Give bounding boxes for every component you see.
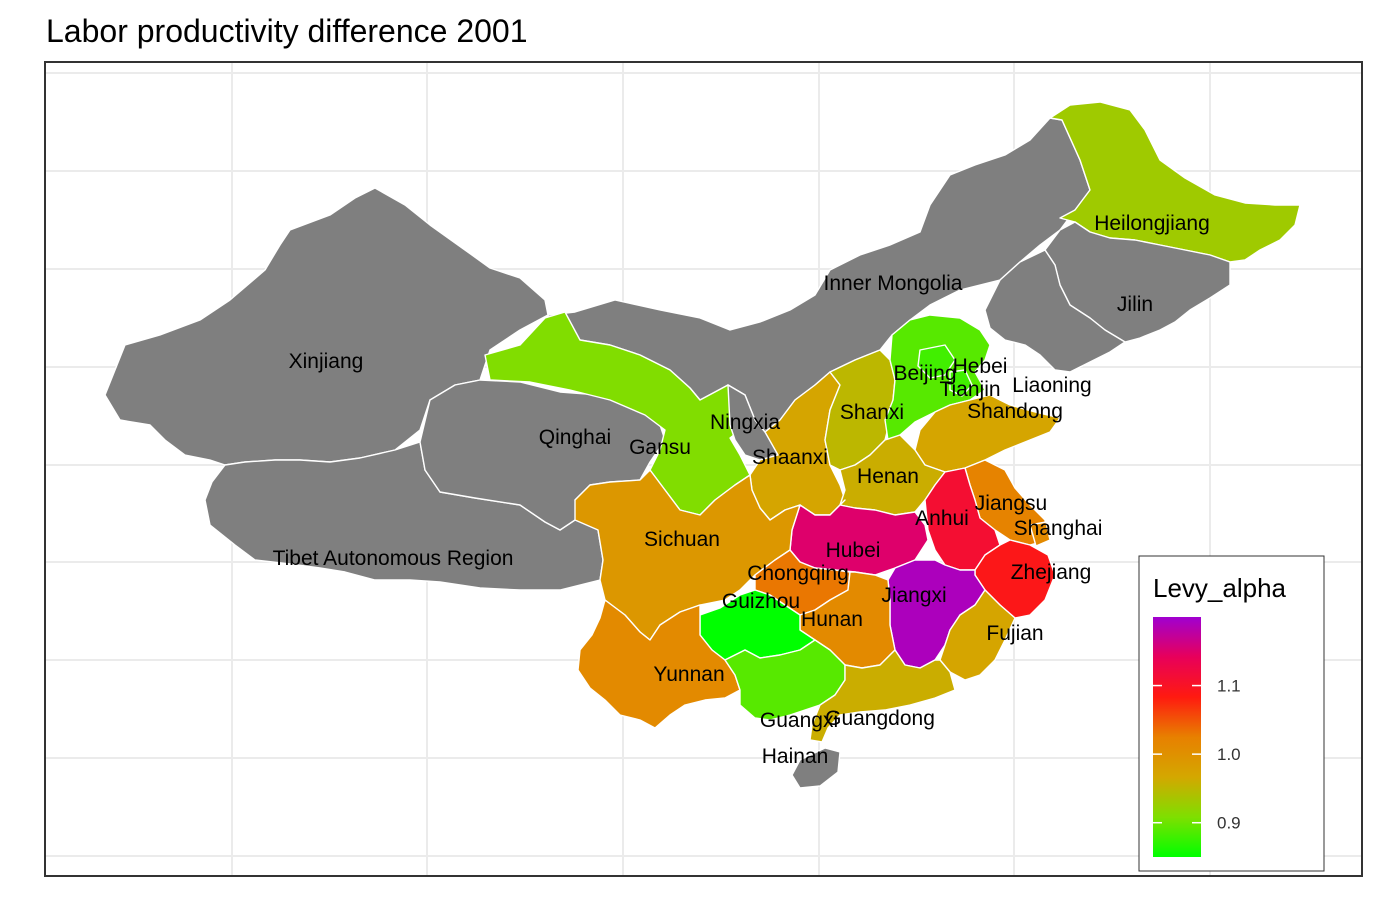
label-shanxi: Shanxi — [840, 401, 904, 424]
legend-tick-label: 0.9 — [1217, 814, 1241, 833]
legend-colorbar — [1153, 617, 1201, 857]
label-shandong: Shandong — [967, 400, 1063, 423]
legend-ticks: 0.9 1.0 1.1 — [1153, 677, 1241, 833]
label-shaanxi: Shaanxi — [752, 446, 828, 469]
province-labels: Xinjiang Tibet Autonomous Region Qinghai… — [273, 212, 1210, 768]
province-yunnan[interactable] — [577, 599, 741, 729]
label-sichuan: Sichuan — [644, 528, 720, 551]
label-yunnan: Yunnan — [653, 663, 724, 686]
label-tibet: Tibet Autonomous Region — [273, 547, 514, 570]
label-chongqing: Chongqing — [747, 562, 849, 585]
label-hubei: Hubei — [826, 539, 881, 562]
province-tianjin[interactable] — [949, 369, 973, 397]
label-inner-mongolia: Inner Mongolia — [824, 272, 963, 295]
label-jiangxi: Jiangxi — [881, 584, 946, 607]
province-guangdong[interactable] — [809, 649, 956, 743]
label-fujian: Fujian — [986, 622, 1043, 645]
label-jilin: Jilin — [1117, 293, 1153, 316]
map-title: Labor productivity difference 2001 — [46, 13, 528, 49]
label-hunan: Hunan — [801, 608, 863, 631]
label-liaoning: Liaoning — [1012, 374, 1091, 397]
label-guangdong: Guangdong — [825, 707, 935, 730]
label-tianjin: Tianjin — [939, 378, 1000, 401]
province-gansu[interactable] — [484, 311, 756, 516]
label-xinjiang: Xinjiang — [289, 350, 364, 373]
label-guangxi: Guangxi — [760, 709, 838, 732]
label-henan: Henan — [857, 465, 919, 488]
label-ningxia: Ningxia — [710, 411, 780, 434]
label-shanghai: Shanghai — [1014, 517, 1103, 540]
province-hainan[interactable] — [791, 747, 841, 789]
label-jiangsu: Jiangsu — [975, 492, 1047, 515]
label-hainan: Hainan — [762, 745, 829, 768]
legend-title: Levy_alpha — [1153, 573, 1287, 603]
panel-border — [44, 61, 1363, 877]
province-liaoning[interactable] — [984, 249, 1126, 373]
label-anhui: Anhui — [915, 507, 969, 530]
province-beijing[interactable] — [917, 344, 956, 379]
label-qinghai: Qinghai — [539, 426, 611, 449]
label-hebei: Hebei — [953, 355, 1008, 378]
province-shanghai[interactable] — [1029, 521, 1051, 547]
legend-tick-label: 1.0 — [1217, 745, 1241, 764]
label-heilongjiang: Heilongjiang — [1094, 212, 1210, 235]
legend: Levy_alpha 0.9 1.0 1.1 — [1138, 555, 1325, 872]
province-anhui[interactable] — [924, 467, 1001, 571]
province-layer — [104, 101, 1301, 789]
label-zhejiang: Zhejiang — [1011, 561, 1092, 584]
label-beijing: Beijing — [893, 362, 956, 385]
label-gansu: Gansu — [629, 436, 691, 459]
label-guizhou: Guizhou — [722, 590, 800, 613]
legend-tick-label: 1.1 — [1217, 677, 1241, 696]
province-heilongjiang[interactable] — [1049, 101, 1301, 263]
